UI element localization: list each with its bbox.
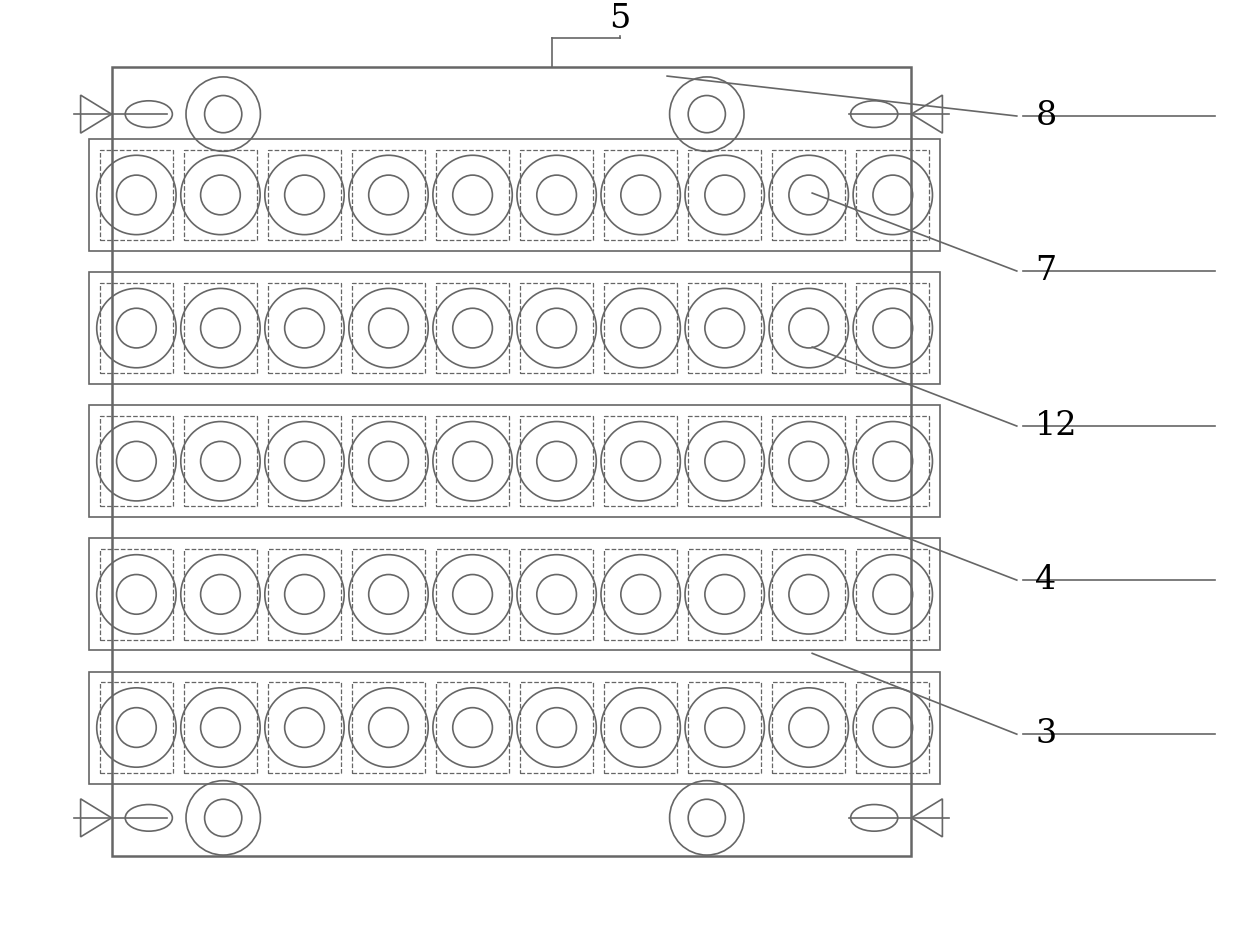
- Bar: [688, 683, 761, 772]
- Bar: [856, 550, 930, 639]
- Bar: [688, 550, 761, 639]
- Bar: [773, 550, 846, 639]
- Text: 8: 8: [1035, 100, 1056, 132]
- Bar: [89, 139, 940, 251]
- Bar: [773, 683, 846, 772]
- Bar: [352, 282, 425, 373]
- Bar: [773, 149, 846, 240]
- Bar: [520, 149, 593, 240]
- Bar: [184, 550, 257, 639]
- Bar: [436, 550, 510, 639]
- Bar: [99, 282, 174, 373]
- Bar: [856, 683, 930, 772]
- Text: 3: 3: [1035, 718, 1056, 750]
- Bar: [688, 149, 761, 240]
- Bar: [436, 417, 510, 506]
- Bar: [436, 282, 510, 373]
- Bar: [184, 683, 257, 772]
- Bar: [604, 282, 677, 373]
- Bar: [112, 67, 911, 856]
- Text: 12: 12: [1035, 410, 1078, 442]
- Bar: [89, 272, 940, 384]
- Bar: [268, 550, 341, 639]
- Bar: [89, 538, 940, 650]
- Bar: [604, 683, 677, 772]
- Bar: [520, 683, 593, 772]
- Bar: [352, 550, 425, 639]
- Bar: [184, 417, 257, 506]
- Bar: [520, 282, 593, 373]
- Bar: [99, 149, 174, 240]
- Text: 5: 5: [609, 3, 631, 35]
- Bar: [89, 405, 940, 517]
- Bar: [688, 417, 761, 506]
- Bar: [184, 282, 257, 373]
- Bar: [352, 417, 425, 506]
- Bar: [436, 683, 510, 772]
- Bar: [773, 282, 846, 373]
- Bar: [520, 417, 593, 506]
- Bar: [268, 683, 341, 772]
- Bar: [99, 683, 174, 772]
- Bar: [856, 149, 930, 240]
- Bar: [604, 550, 677, 639]
- Bar: [856, 417, 930, 506]
- Text: 4: 4: [1035, 564, 1056, 596]
- Bar: [604, 149, 677, 240]
- Bar: [436, 149, 510, 240]
- Bar: [99, 417, 174, 506]
- Text: 7: 7: [1035, 255, 1056, 287]
- Bar: [856, 282, 930, 373]
- Bar: [688, 282, 761, 373]
- Bar: [352, 149, 425, 240]
- Bar: [268, 282, 341, 373]
- Bar: [268, 149, 341, 240]
- Bar: [268, 417, 341, 506]
- Bar: [89, 671, 940, 784]
- Bar: [352, 683, 425, 772]
- Bar: [520, 550, 593, 639]
- Bar: [99, 550, 174, 639]
- Bar: [604, 417, 677, 506]
- Bar: [773, 417, 846, 506]
- Bar: [184, 149, 257, 240]
